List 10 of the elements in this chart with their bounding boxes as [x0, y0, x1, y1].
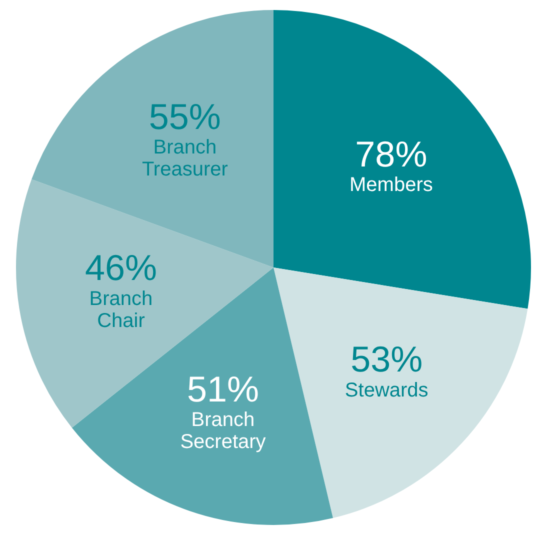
slice-label: Branch Treasurer: [142, 136, 228, 180]
slice-label: Stewards: [344, 379, 428, 402]
data-label: 46%: [84, 247, 158, 288]
slice-label: Branch Chair: [89, 288, 153, 332]
data-label: 78%: [355, 133, 428, 174]
data-label: 55%: [148, 96, 221, 137]
data-label: 51%: [186, 368, 260, 410]
slice-label: Members: [350, 174, 433, 196]
data-label: 53%: [350, 338, 423, 380]
slice-label: Branch Secretary: [180, 409, 266, 454]
